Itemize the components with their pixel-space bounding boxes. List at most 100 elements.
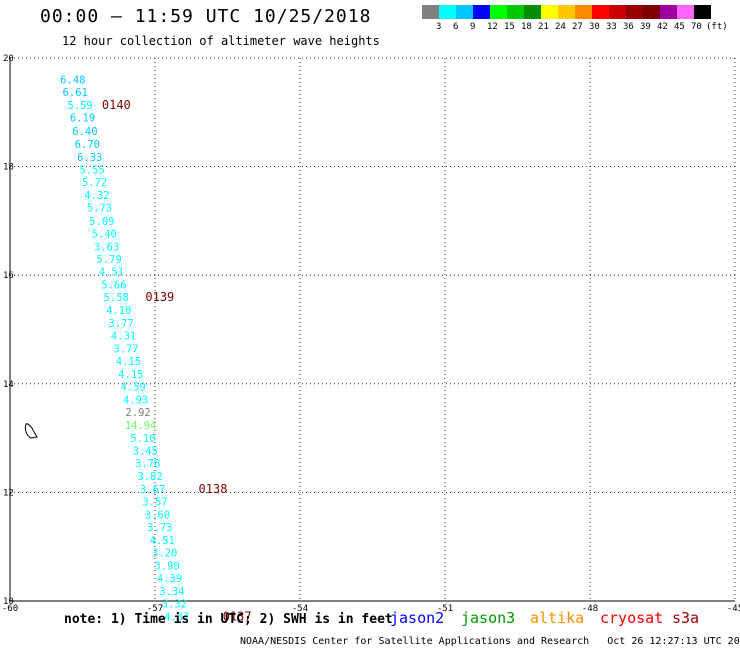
legend-swatch	[456, 5, 473, 19]
color-scale-labels: 3 6 9 12 15 18 21 24 27 30 33 36 39 42 45 70 (ft)	[422, 22, 740, 34]
y-tick-label: 10	[3, 597, 14, 607]
legend-label: 30	[589, 22, 600, 32]
wave-height-point: 4.39	[157, 573, 182, 585]
wave-height-point: 4.10	[106, 305, 131, 317]
legend-swatch	[677, 5, 694, 19]
wave-height-point: 5.79	[96, 254, 121, 266]
wave-height-point: 3.32	[162, 599, 187, 611]
y-tick-label: 14	[3, 380, 14, 390]
legend-label: 3	[436, 22, 442, 32]
legend-swatch	[541, 5, 558, 19]
legend-swatch	[626, 5, 643, 19]
legend-label: 33	[606, 22, 617, 32]
wave-height-point: 5.55	[80, 164, 105, 176]
wave-height-point: 6.19	[70, 113, 95, 125]
wave-height-point: 14.94	[125, 420, 157, 432]
x-tick-label: -48	[582, 604, 598, 614]
satellite-altika: altika	[530, 609, 585, 627]
wave-height-point: 3.34	[159, 586, 184, 598]
legend-label: 39	[640, 22, 651, 32]
y-tick-label: 18	[3, 163, 14, 173]
legend-label: 24	[555, 22, 566, 32]
wave-height-point: 6.40	[72, 126, 97, 138]
legend-label: 70	[691, 22, 702, 32]
legend-label: 36	[623, 22, 634, 32]
satellite-s3a: s3a	[672, 609, 700, 627]
wave-height-point: 3.57	[142, 497, 167, 509]
page-title: 00:00 – 11:59 UTC 10/25/2018	[40, 6, 372, 27]
legend-label: 27	[572, 22, 583, 32]
island-outline	[24, 423, 38, 439]
wave-height-point: 4.32	[84, 190, 109, 202]
y-tick-label: 12	[3, 488, 14, 498]
wave-height-point: 4.31	[111, 330, 136, 342]
pass-time-label: 0138	[199, 482, 228, 496]
wave-height-point: 2.92	[125, 407, 150, 419]
pass-time-label: 0140	[102, 98, 131, 112]
wave-height-point: 5.58	[104, 292, 129, 304]
legend-swatch	[422, 5, 439, 19]
legend-swatch	[558, 5, 575, 19]
y-tick-label: 16	[3, 271, 14, 281]
legend-swatch	[660, 5, 677, 19]
satellite-jason3: jason3	[461, 609, 516, 627]
wave-height-point: 5.40	[92, 228, 117, 240]
wave-height-point: 6.48	[60, 75, 85, 87]
wave-height-point: 4.51	[150, 535, 175, 547]
wave-height-point: 4.59	[121, 382, 146, 394]
wave-height-point: 3.77	[113, 344, 138, 356]
wave-height-point: 3.77	[109, 318, 134, 330]
x-tick-label: -57	[147, 604, 163, 614]
satellite-jason2: jason2	[390, 609, 445, 627]
wave-height-point: 3.82	[138, 471, 163, 483]
wave-height-point: 3.90	[154, 561, 179, 573]
wave-height-point: 4.15	[118, 369, 143, 381]
wave-height-point: 6.33	[77, 152, 102, 164]
wave-height-point: 5.72	[82, 177, 107, 189]
legend-swatch	[609, 5, 626, 19]
x-tick-label: -60	[2, 604, 18, 614]
legend-label: 45	[674, 22, 685, 32]
legend-label: 18	[521, 22, 532, 32]
legend-label: 42	[657, 22, 668, 32]
credit-footer: NOAA/NESDIS Center for Satellite Applica…	[240, 636, 740, 647]
legend-label: 12	[487, 22, 498, 32]
credit-text: NOAA/NESDIS Center for Satellite Applica…	[240, 636, 590, 647]
generated-timestamp: Oct 26 12:27:13 UTC 2018	[607, 636, 740, 647]
y-tick-label: 20	[3, 54, 14, 64]
color-scale-legend	[422, 5, 711, 19]
x-tick-label: -51	[437, 604, 453, 614]
wave-height-point: 6.61	[63, 87, 88, 99]
legend-swatch	[592, 5, 609, 19]
legend-swatch	[575, 5, 592, 19]
legend-label: 15	[504, 22, 515, 32]
legend-swatch	[473, 5, 490, 19]
wave-height-point: 6.70	[75, 139, 100, 151]
wave-height-point: 5.73	[87, 202, 112, 214]
legend-swatch	[643, 5, 660, 19]
units-note: note: 1) Time is in UTC; 2) SWH is in fe…	[64, 612, 393, 627]
wave-height-point: 3.45	[133, 446, 158, 458]
wave-height-point: 5.59	[67, 100, 92, 112]
wave-height-point: 4.51	[99, 266, 124, 278]
wave-height-point: 5.10	[130, 433, 155, 445]
wave-height-point: 4.93	[123, 395, 148, 407]
pass-time-label: 0139	[145, 290, 174, 304]
legend-label: 6	[453, 22, 459, 32]
legend-label: 9	[470, 22, 476, 32]
x-tick-label: -54	[292, 604, 308, 614]
legend-swatch	[439, 5, 456, 19]
legend-label: 21	[538, 22, 549, 32]
legend-swatch	[524, 5, 541, 19]
legend-swatch	[490, 5, 507, 19]
legend-unit: (ft)	[706, 22, 728, 32]
wave-height-point: 3.73	[147, 522, 172, 534]
page-subtitle: 12 hour collection of altimeter wave hei…	[62, 34, 380, 48]
wave-height-point: 3.63	[94, 241, 119, 253]
wave-height-point: 3.78	[135, 458, 160, 470]
wave-height-point: 5.09	[89, 216, 114, 228]
legend-swatch	[694, 5, 711, 19]
wave-height-point: 3.60	[145, 510, 170, 522]
